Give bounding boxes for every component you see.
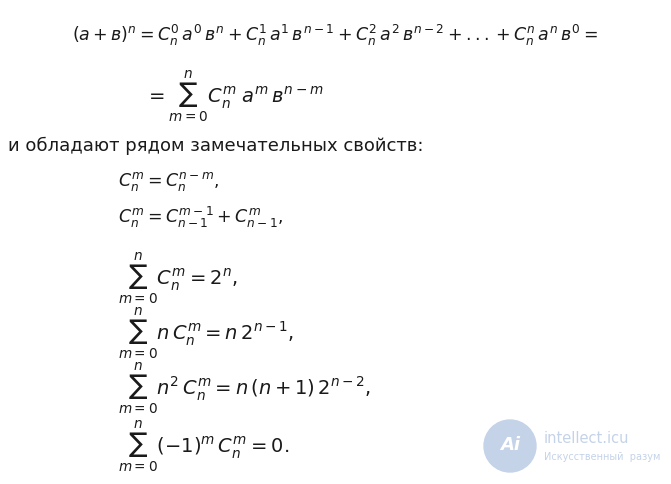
Text: $\sum_{m=0}^{n} n\,C_n^m = n\,2^{n-1},$: $\sum_{m=0}^{n} n\,C_n^m = n\,2^{n-1},$ bbox=[118, 306, 294, 361]
Text: $\sum_{m=0}^{n} (-1)^m\,C_n^m = 0.$: $\sum_{m=0}^{n} (-1)^m\,C_n^m = 0.$ bbox=[118, 419, 289, 473]
Text: Ai: Ai bbox=[500, 435, 520, 453]
Text: intellect.icu: intellect.icu bbox=[544, 431, 629, 446]
Circle shape bbox=[484, 420, 536, 472]
Text: и обладают рядом замечательных свойств:: и обладают рядом замечательных свойств: bbox=[8, 136, 423, 155]
Text: $C_n^m = C_{n-1}^{m-1} + C_{n-1}^m,$: $C_n^m = C_{n-1}^{m-1} + C_{n-1}^m,$ bbox=[118, 205, 284, 229]
Text: $\sum_{m=0}^{n} C_n^m = 2^n,$: $\sum_{m=0}^{n} C_n^m = 2^n,$ bbox=[118, 252, 238, 306]
Text: $C_n^m = C_n^{n-m},$: $C_n^m = C_n^{n-m},$ bbox=[118, 170, 219, 193]
Text: $\sum_{m=0}^{n} n^2\,C_n^m = n\,(n+1)\,2^{n-2},$: $\sum_{m=0}^{n} n^2\,C_n^m = n\,(n+1)\,2… bbox=[118, 361, 371, 416]
Text: $= \sum_{m=0}^{n} C_n^m\; a^m\, \mathit{в}^{n-m}$: $= \sum_{m=0}^{n} C_n^m\; a^m\, \mathit{… bbox=[145, 70, 323, 124]
Text: Искусственный  разум: Искусственный разум bbox=[544, 451, 660, 461]
Text: $(a + \mathit{в})^n = C_n^0\, a^0\, \mathit{в}^n + C_n^1\, a^1\, \mathit{в}^{n-1: $(a + \mathit{в})^n = C_n^0\, a^0\, \mat… bbox=[72, 23, 598, 48]
